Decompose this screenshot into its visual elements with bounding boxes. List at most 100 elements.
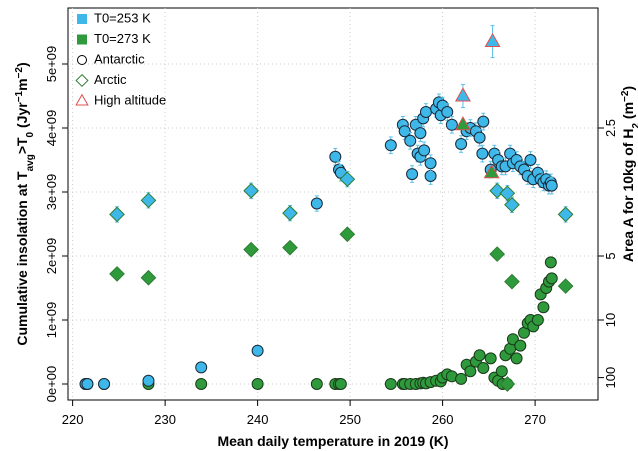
point	[243, 241, 259, 258]
point	[384, 378, 397, 390]
point	[455, 372, 468, 385]
legend-marker	[77, 34, 87, 45]
point	[510, 352, 523, 365]
y-axis-title-part: Cumulative insolation at T	[14, 171, 30, 346]
point	[339, 171, 356, 188]
point	[414, 127, 427, 140]
point	[282, 205, 298, 221]
point	[476, 147, 489, 160]
point	[424, 157, 437, 170]
y-tick-label: 5e+09	[44, 46, 59, 83]
point	[531, 314, 544, 326]
point	[489, 246, 506, 262]
y2-tick-label: 5	[603, 252, 618, 259]
point	[473, 349, 486, 362]
point	[464, 365, 477, 378]
y-tick-label: 0e+00	[44, 366, 59, 403]
point	[445, 118, 458, 131]
x-tick-label: 240	[247, 412, 269, 427]
point	[339, 226, 356, 243]
y-tick-label: 4e+09	[44, 110, 59, 147]
point	[243, 182, 259, 199]
point	[504, 196, 520, 213]
point	[477, 362, 490, 374]
x-tick-label: 260	[432, 412, 454, 427]
y2-tick-label: 2.5	[603, 119, 618, 137]
point	[544, 256, 557, 269]
legend-label: Arctic	[94, 72, 127, 87]
point	[310, 378, 323, 390]
point	[251, 378, 264, 390]
x-axis-title-part: Mean daily temperature in 2019 (K)	[217, 433, 448, 449]
point	[195, 378, 208, 390]
point	[514, 339, 527, 352]
point	[499, 376, 516, 392]
y-axis-title-part: m	[14, 78, 30, 90]
point	[251, 344, 264, 357]
y-axis-title-part: (Jyr	[14, 102, 30, 132]
point	[282, 239, 298, 256]
x-tick-label: 230	[154, 412, 176, 427]
point	[545, 179, 558, 192]
point	[419, 106, 432, 118]
y-axis-title-part: −2	[14, 67, 25, 79]
legend-label: High altitude	[94, 92, 166, 107]
y2-tick-label: 10	[603, 313, 618, 327]
y2-axis-title-part: Area A for 10kg of H	[620, 129, 636, 263]
point	[455, 138, 468, 150]
point	[398, 125, 411, 138]
y-axis-title-part: 0	[25, 131, 36, 137]
x-tick-label: 220	[62, 412, 84, 427]
point	[140, 192, 157, 209]
point	[142, 374, 155, 387]
plot-frame	[67, 7, 599, 401]
point	[98, 378, 111, 390]
legend-marker	[75, 93, 89, 106]
point	[557, 206, 574, 223]
legend-marker	[75, 73, 89, 88]
point	[454, 116, 471, 131]
y-axis-title: Cumulative insolation at Tavg>T0 (Jyr−1m…	[14, 62, 36, 345]
y2-tick-label: 100	[603, 367, 618, 389]
point	[195, 361, 208, 374]
y-tick-label: 2e+09	[44, 238, 59, 275]
legend-label: T0=253 K	[94, 10, 151, 25]
y-axis-title-part: avg	[25, 154, 36, 171]
point	[484, 352, 497, 365]
y-axis-title-part: >T	[14, 137, 30, 154]
y2-axis-title-part: (m	[620, 102, 636, 123]
point	[504, 273, 520, 290]
legend-marker	[77, 14, 87, 24]
y-axis-title-part: )	[14, 62, 30, 67]
point	[454, 87, 471, 102]
point	[483, 164, 500, 179]
point	[334, 378, 347, 390]
legend-label: Antarctic	[94, 51, 145, 66]
point	[418, 144, 431, 157]
point	[81, 378, 94, 390]
point	[404, 134, 417, 147]
point	[489, 182, 506, 199]
point	[329, 150, 342, 163]
y-tick-label: 3e+09	[44, 174, 59, 211]
y-tick-label: 1e+09	[44, 302, 59, 339]
point	[524, 154, 537, 166]
x-axis-title: Mean daily temperature in 2019 (K)	[217, 433, 448, 449]
x-tick-label: 270	[524, 412, 546, 427]
x-tick-label: 250	[339, 412, 361, 427]
point	[557, 278, 574, 294]
point	[384, 139, 397, 152]
legend-marker	[77, 55, 87, 65]
point	[473, 131, 486, 144]
point	[545, 272, 558, 285]
point	[484, 32, 501, 48]
y-axis-title-part: −1	[14, 90, 25, 102]
y2-axis-title-part: )	[620, 86, 636, 91]
y2-axis-title-part: −2	[620, 90, 631, 102]
y2-axis-title: Area A for 10kg of H2 (m−2)	[620, 86, 638, 262]
point	[495, 365, 508, 378]
point	[406, 168, 419, 181]
y2-axis-title-part: 2	[631, 123, 638, 129]
point	[109, 206, 125, 223]
